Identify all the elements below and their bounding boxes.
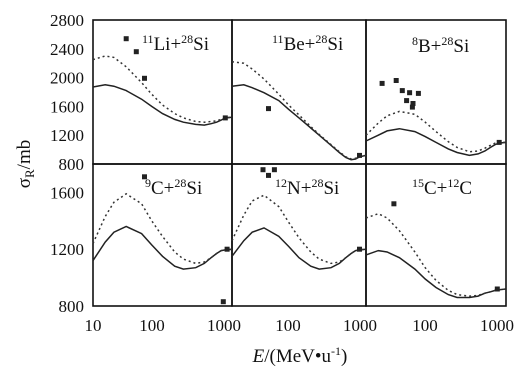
title-5-sup: 28 [311,176,323,190]
title-6-pre: 15 [412,176,424,190]
panel-5-data-point [271,167,277,173]
title-3-sup: 28 [441,34,453,48]
title-1-base: Li+ [154,34,182,55]
x-tick-label: 1000 [343,316,377,335]
panel-6-data-point [391,201,397,207]
title-2-base: Be+ [284,34,316,55]
panel-1-data-point [123,36,129,42]
y-tick-label: 2400 [50,40,84,59]
y-tick-label: 800 [59,297,85,316]
title-3-tail: Si [453,36,469,57]
x-tick-label: 1000 [480,316,514,335]
panel-6-solid-curve [365,249,507,299]
panel-2-dotted-curve [231,61,367,160]
title-4-pre: 9 [145,176,151,190]
panel-3-data-point [410,101,416,106]
panel-3-dotted-curve [365,110,506,153]
y-tick-label: 1200 [50,240,84,259]
title-1-tail: Si [193,34,209,55]
x-tick-label: 100 [412,316,438,335]
x-axis-label-sup: -1 [331,344,341,358]
title-1-sup: 28 [181,32,193,46]
panel-1-data-point [222,115,228,121]
title-5-tail: Si [323,178,339,199]
panel-3-data-point [496,139,502,145]
panel-title-5: 12N+28Si [275,176,339,199]
title-6-base: C+ [424,178,447,199]
panel-2-data-point [266,106,271,112]
panel-3-data-point [415,90,421,96]
panel-title-4: 9C+28Si [145,176,202,199]
panel-5-data-point [357,246,362,252]
panel-title-1: 11Li+28Si [142,32,209,55]
panel-title-3: 8B+28Si [412,34,469,57]
panel-title-2: 11Be+28Si [272,32,343,55]
panel-3-solid-curve [365,127,507,157]
x-tick-label: 1000 [207,316,241,335]
title-6-sup: 12 [447,176,459,190]
x-tick-label: 100 [275,316,301,335]
title-6-tail: C [459,178,472,199]
y-tick-label: 1600 [50,97,84,116]
panel-5-solid-curve [231,227,367,270]
panel-5-data-point [266,172,271,178]
y-axis-label-sub: R [22,169,37,178]
x-tick-label: 10 [85,316,102,335]
panel-1-solid-curve [92,84,233,126]
panel-3-data-point [379,80,385,86]
panel-3-data-point [399,88,405,94]
y-tick-label: 2800 [50,11,84,30]
y-tick-label: 2000 [50,69,84,88]
panel-frame-6 [365,163,507,307]
panel-3-data-point [393,78,399,83]
title-3-pre: 8 [412,34,418,48]
y-tick-label: 1600 [50,183,84,202]
y-tick-label: 800 [59,155,85,174]
panel-4-solid-curve [92,225,233,270]
y-axis-label: σR/mb [14,140,37,188]
panel-6-data-point [494,286,500,292]
panel-1-data-point [142,75,147,81]
panel-4-data-point [224,246,230,252]
title-2-pre: 11 [272,32,284,46]
y-axis-label-main: σ [14,178,35,188]
panel-5-dotted-curve [231,194,367,265]
title-1-pre: 11 [142,32,154,46]
x-axis-label-close: ) [341,346,347,367]
title-2-sup: 28 [315,32,327,46]
panel-3-data-point [409,104,415,110]
panel-6-dotted-curve [365,212,507,297]
title-2-tail: Si [327,34,343,55]
panel-1-dotted-curve [92,55,233,123]
panel-4-dotted-curve [92,192,233,265]
panel-3-data-point [404,98,410,104]
title-4-base: C+ [151,178,174,199]
x-axis-label-e: E [252,346,265,367]
panel-1-data-point [133,49,139,55]
title-5-base: N+ [287,178,311,199]
panel-3-data-point [407,90,413,96]
x-axis-label-rest: /(MeV•u [264,346,331,367]
title-5-pre: 12 [275,176,287,190]
title-4-sup: 28 [174,176,186,190]
plot-layer: 800 1200 1600 2000 2400 2800 800 1200 1600 10 100 1… [50,11,514,335]
panel-4-data-point [142,174,147,180]
title-3-base: B+ [418,36,441,57]
panel-4-data-point [220,299,226,305]
y-tick-label: 1200 [50,126,84,145]
title-4-tail: Si [186,178,202,199]
x-tick-label: 100 [139,316,165,335]
y-axis-label-unit: /mb [14,140,35,170]
panel-2-data-point [357,152,362,158]
x-axis-label: E/(MeV•u-1) [252,344,348,367]
panel-2-solid-curve [231,84,367,161]
panel-title-6: 15C+12C [412,176,472,199]
panel-5-data-point [260,167,266,173]
